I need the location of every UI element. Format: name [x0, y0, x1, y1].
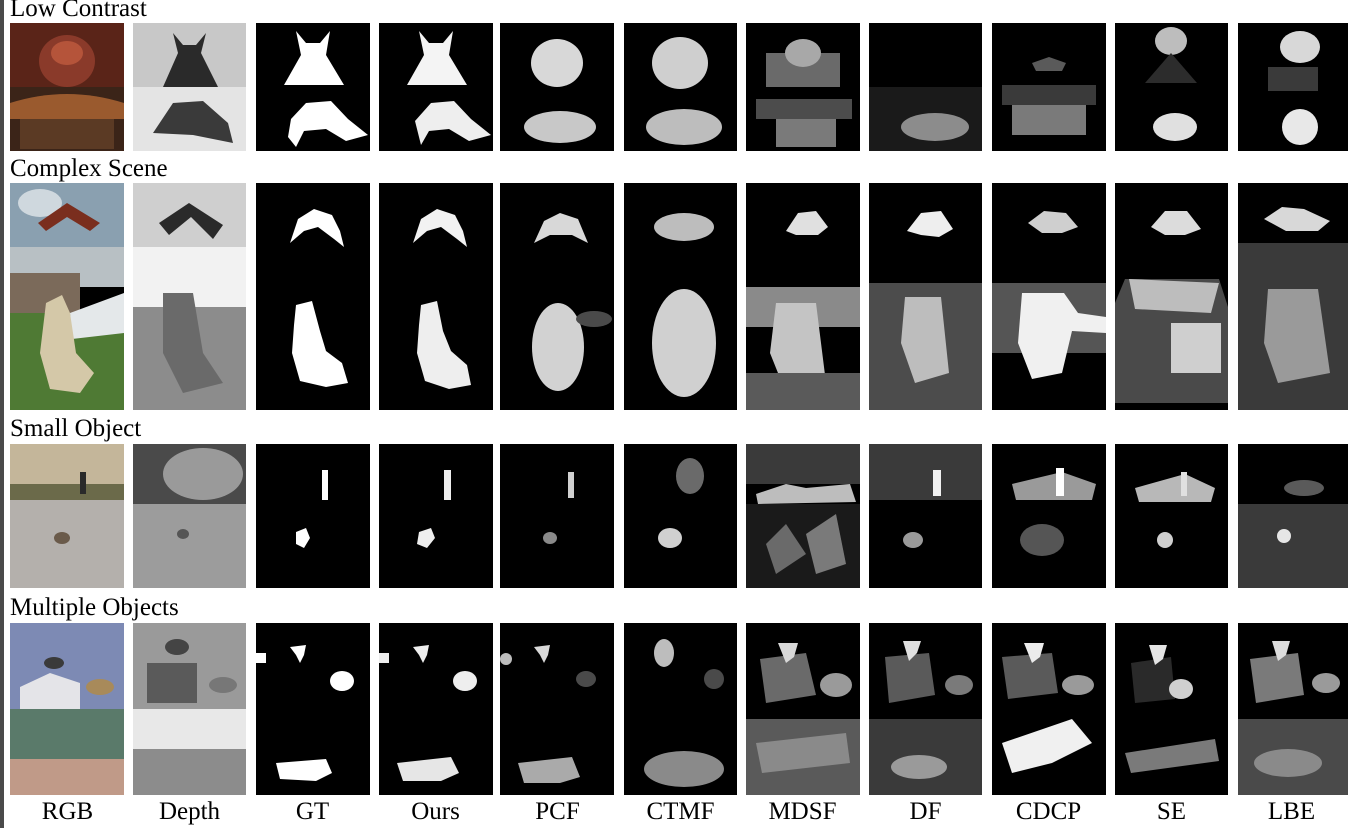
ours-map-multiple-objects — [379, 623, 493, 795]
gt-map-low-contrast — [256, 23, 370, 151]
lbe-map-low-contrast — [1238, 23, 1348, 151]
mdsf-map-small-object — [746, 444, 860, 588]
depth-image-multiple-objects — [133, 623, 246, 795]
se-map-multiple-objects — [1115, 623, 1228, 795]
cdcp-map-multiple-objects — [992, 623, 1106, 795]
column-label-ours: Ours — [411, 798, 460, 825]
column-label-ctmf: CTMF — [646, 798, 715, 825]
se-map-small-object — [1115, 444, 1228, 588]
column-label-mdsf: MDSF — [768, 798, 837, 825]
column-label-lbe: LBE — [1267, 798, 1316, 825]
section-title-complex-scene: Complex Scene — [10, 155, 168, 182]
column-label-depth: Depth — [158, 798, 221, 825]
column-label-pcf: PCF — [535, 798, 580, 825]
rgb-image-multiple-objects — [10, 623, 124, 795]
pcf-map-small-object — [500, 444, 614, 588]
column-label-se: SE — [1156, 798, 1187, 825]
mdsf-map-multiple-objects — [746, 623, 860, 795]
rgb-image-low-contrast — [10, 23, 124, 151]
ctmf-map-complex-scene — [624, 183, 737, 410]
pcf-map-complex-scene — [500, 183, 614, 410]
rgb-image-complex-scene — [10, 183, 124, 410]
ctmf-map-small-object — [624, 444, 737, 588]
pcf-map-low-contrast — [500, 23, 614, 151]
df-map-small-object — [869, 444, 982, 588]
lbe-map-small-object — [1238, 444, 1348, 588]
column-label-df: DF — [909, 798, 942, 825]
mdsf-map-complex-scene — [746, 183, 860, 410]
gt-map-small-object — [256, 444, 370, 588]
cdcp-map-small-object — [992, 444, 1106, 588]
se-map-complex-scene — [1115, 183, 1228, 410]
pcf-map-multiple-objects — [500, 623, 614, 795]
column-label-rgb: RGB — [41, 798, 94, 825]
ctmf-map-low-contrast — [624, 23, 737, 151]
df-map-low-contrast — [869, 23, 982, 151]
ours-map-small-object — [379, 444, 493, 588]
cdcp-map-complex-scene — [992, 183, 1106, 410]
se-map-low-contrast — [1115, 23, 1228, 151]
gt-map-multiple-objects — [256, 623, 370, 795]
window-edge — [0, 0, 4, 828]
rgb-image-small-object — [10, 444, 124, 588]
depth-image-complex-scene — [133, 183, 246, 410]
lbe-map-complex-scene — [1238, 183, 1348, 410]
depth-image-small-object — [133, 444, 246, 588]
mdsf-map-low-contrast — [746, 23, 860, 151]
ours-map-low-contrast — [379, 23, 493, 151]
section-title-multiple-objects: Multiple Objects — [10, 594, 179, 621]
column-label-cdcp: CDCP — [1015, 798, 1082, 825]
gt-map-complex-scene — [256, 183, 370, 410]
ours-map-complex-scene — [379, 183, 493, 410]
df-map-complex-scene — [869, 183, 982, 410]
lbe-map-multiple-objects — [1238, 623, 1348, 795]
cdcp-map-low-contrast — [992, 23, 1106, 151]
df-map-multiple-objects — [869, 623, 982, 795]
section-title-small-object: Small Object — [10, 415, 142, 442]
section-title-low-contrast: Low Contrast — [10, 0, 147, 22]
ctmf-map-multiple-objects — [624, 623, 737, 795]
column-label-gt: GT — [295, 798, 330, 825]
depth-image-low-contrast — [133, 23, 246, 151]
